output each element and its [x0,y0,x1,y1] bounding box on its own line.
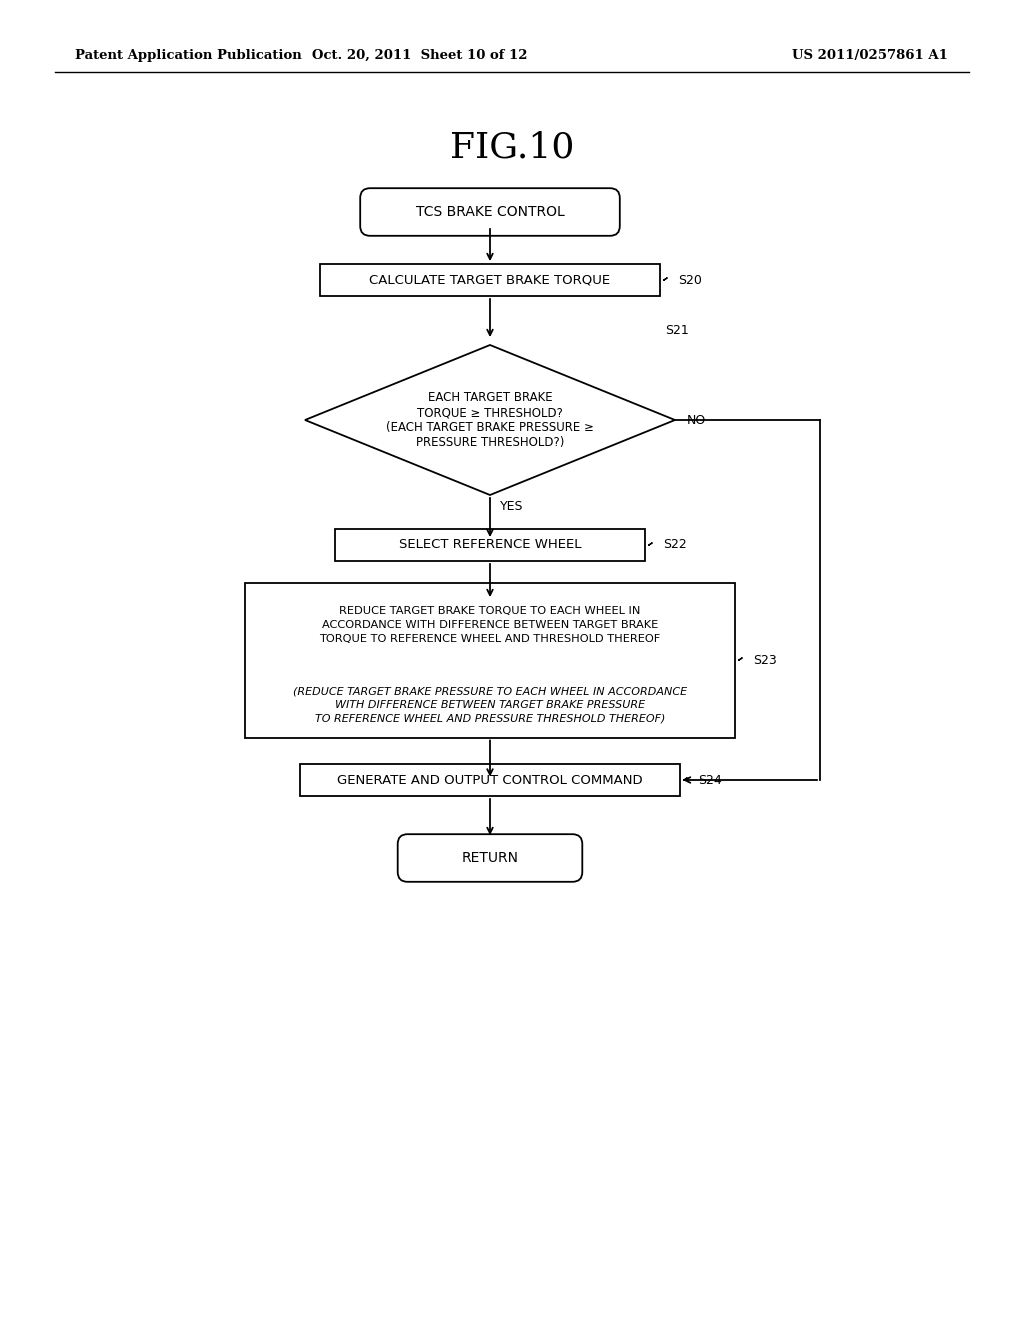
Text: CALCULATE TARGET BRAKE TORQUE: CALCULATE TARGET BRAKE TORQUE [370,273,610,286]
Bar [335,529,645,561]
Bar [319,264,660,296]
Text: S24: S24 [698,774,722,787]
Text: REDUCE TARGET BRAKE TORQUE TO EACH WHEEL IN
ACCORDANCE WITH DIFFERENCE BETWEEN T: REDUCE TARGET BRAKE TORQUE TO EACH WHEEL… [319,606,660,644]
Bar [300,764,680,796]
FancyBboxPatch shape [360,189,620,236]
Text: TCS BRAKE CONTROL: TCS BRAKE CONTROL [416,205,564,219]
Polygon shape [305,345,675,495]
Text: RETURN: RETURN [462,851,518,865]
Text: EACH TARGET BRAKE
TORQUE ≥ THRESHOLD?
(EACH TARGET BRAKE PRESSURE ≥
PRESSURE THR: EACH TARGET BRAKE TORQUE ≥ THRESHOLD? (E… [386,391,594,449]
Text: S21: S21 [665,323,689,337]
Text: Oct. 20, 2011  Sheet 10 of 12: Oct. 20, 2011 Sheet 10 of 12 [312,49,527,62]
Text: YES: YES [500,500,523,513]
Text: NO: NO [687,413,707,426]
Text: S20: S20 [678,273,701,286]
Text: Patent Application Publication: Patent Application Publication [75,49,302,62]
Text: S23: S23 [753,653,777,667]
Text: SELECT REFERENCE WHEEL: SELECT REFERENCE WHEEL [398,539,582,552]
Text: (REDUCE TARGET BRAKE PRESSURE TO EACH WHEEL IN ACCORDANCE
WITH DIFFERENCE BETWEE: (REDUCE TARGET BRAKE PRESSURE TO EACH WH… [293,686,687,723]
Bar [245,582,735,738]
Text: US 2011/0257861 A1: US 2011/0257861 A1 [792,49,948,62]
FancyBboxPatch shape [397,834,583,882]
Text: GENERATE AND OUTPUT CONTROL COMMAND: GENERATE AND OUTPUT CONTROL COMMAND [337,774,643,787]
Text: S22: S22 [663,539,687,552]
Text: FIG.10: FIG.10 [450,131,574,165]
